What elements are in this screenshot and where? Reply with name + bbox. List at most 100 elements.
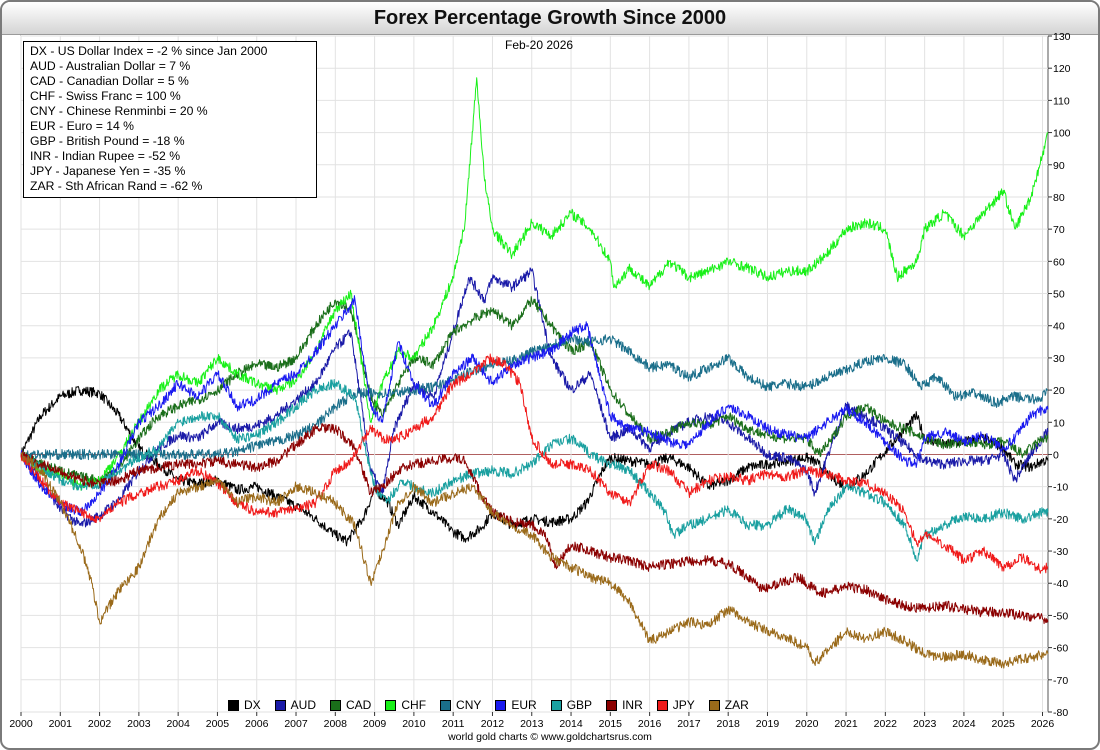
x-tick-label: 2015 bbox=[599, 718, 623, 730]
legend-item-jpy: JPY bbox=[656, 698, 695, 712]
legend-label: JPY bbox=[672, 698, 695, 712]
series-legend: DX AUD CAD CHF CNY EUR GBP INR JPY ZAR bbox=[228, 697, 763, 713]
legend-swatch bbox=[274, 699, 286, 711]
title-bar bbox=[2, 2, 1098, 35]
y-tick-label: 80 bbox=[1053, 192, 1065, 204]
x-tick-label: 2010 bbox=[402, 718, 426, 730]
x-tick-label: 2021 bbox=[834, 718, 858, 730]
x-tick-label: 2022 bbox=[874, 718, 898, 730]
y-tick-label: 40 bbox=[1053, 321, 1065, 333]
y-tick-label: 120 bbox=[1053, 63, 1071, 75]
x-tick-label: 2024 bbox=[952, 718, 976, 730]
legend-label: GBP bbox=[566, 698, 593, 712]
y-tick-label: 60 bbox=[1053, 256, 1065, 268]
y-tick-label: -80 bbox=[1053, 707, 1068, 719]
legend-swatch bbox=[440, 699, 452, 711]
legend-item-zar: ZAR bbox=[708, 698, 749, 712]
legend-line-jpy: JPY - Japanese Yen = -35 % bbox=[30, 164, 186, 178]
chart-title: Forex Percentage Growth Since 2000 bbox=[373, 7, 727, 29]
x-tick-label: 2023 bbox=[913, 718, 937, 730]
x-tick-label: 2008 bbox=[324, 718, 348, 730]
legend-label: EUR bbox=[511, 698, 537, 712]
series-line-zar bbox=[20, 452, 1049, 669]
legend-item-dx: DX bbox=[228, 698, 261, 712]
y-tick-label: -40 bbox=[1053, 578, 1068, 590]
series-line-cad bbox=[20, 296, 1049, 485]
legend-swatch bbox=[656, 699, 668, 711]
series-line-jpy bbox=[20, 353, 1049, 574]
legend-label: INR bbox=[622, 698, 643, 712]
y-tick-label: 0 bbox=[1053, 449, 1059, 461]
x-tick-label: 2002 bbox=[88, 718, 112, 730]
legend-item-gbp: GBP bbox=[550, 698, 593, 712]
legend-swatch bbox=[385, 699, 397, 711]
x-tick-label: 2011 bbox=[442, 718, 465, 730]
legend-label: CNY bbox=[456, 698, 482, 712]
series-line-cny bbox=[20, 334, 1049, 461]
legend-line-aud: AUD - Australian Dollar = 7 % bbox=[30, 59, 191, 73]
legend-label: ZAR bbox=[724, 698, 749, 712]
y-tick-label: 10 bbox=[1053, 417, 1065, 429]
legend-line-eur: EUR - Euro = 14 % bbox=[30, 119, 134, 133]
legend-swatch bbox=[228, 699, 239, 711]
x-tick-label: 2019 bbox=[756, 718, 780, 730]
legend-item-inr: INR bbox=[606, 698, 643, 712]
legend-swatch bbox=[708, 699, 720, 711]
legend-item-chf: CHF bbox=[385, 698, 426, 712]
x-tick-label: 2006 bbox=[245, 718, 269, 730]
legend-label: AUD bbox=[290, 698, 317, 712]
legend-label: DX bbox=[244, 698, 261, 712]
y-tick-label: -70 bbox=[1053, 675, 1068, 687]
legend-swatch bbox=[606, 699, 618, 711]
y-tick-label: -30 bbox=[1053, 546, 1068, 558]
y-tick-label: 30 bbox=[1053, 353, 1065, 365]
legend-item-eur: EUR bbox=[495, 698, 537, 712]
legend-item-cny: CNY bbox=[440, 698, 481, 712]
legend-line-chf: CHF - Swiss Franc = 100 % bbox=[30, 89, 181, 103]
series-line-gbp bbox=[20, 379, 1049, 562]
y-tick-label: 130 bbox=[1053, 31, 1071, 43]
y-tick-label: -20 bbox=[1053, 514, 1068, 526]
x-tick-label: 2025 bbox=[992, 718, 1016, 730]
y-tick-label: 70 bbox=[1053, 224, 1065, 236]
legend-item-aud: AUD bbox=[274, 698, 317, 712]
series-line-dx bbox=[20, 385, 1049, 547]
y-tick-label: 90 bbox=[1053, 160, 1065, 172]
y-tick-label: -60 bbox=[1053, 643, 1068, 655]
legend-line-dx: DX - US Dollar Index = -2 % since Jan 20… bbox=[30, 44, 268, 58]
x-tick-label: 2017 bbox=[677, 718, 701, 730]
legend-line-cad: CAD - Canadian Dollar = 5 % bbox=[30, 74, 189, 88]
x-tick-label: 2001 bbox=[49, 718, 73, 730]
series-line-eur bbox=[20, 295, 1049, 517]
legend-box: DX - US Dollar Index = -2 % since Jan 20… bbox=[23, 41, 317, 198]
legend-label: CAD bbox=[346, 698, 372, 712]
x-tick-label: 2016 bbox=[638, 718, 662, 730]
y-tick-label: -10 bbox=[1053, 482, 1068, 494]
x-tick-label: 2007 bbox=[284, 718, 308, 730]
legend-swatch bbox=[550, 699, 562, 711]
x-tick-label: 2009 bbox=[363, 718, 387, 730]
legend-line-cny: CNY - Chinese Renminbi = 20 % bbox=[30, 104, 208, 118]
legend-line-zar: ZAR - Sth African Rand = -62 % bbox=[30, 179, 203, 193]
axes: 1301201101009080706050403020100-10-20-30… bbox=[9, 31, 1070, 730]
y-tick-label: -50 bbox=[1053, 610, 1068, 622]
legend-line-inr: INR - Indian Rupee = -52 % bbox=[30, 149, 181, 163]
x-tick-label: 2012 bbox=[481, 718, 505, 730]
x-tick-label: 2014 bbox=[559, 718, 583, 730]
x-tick-label: 2020 bbox=[795, 718, 819, 730]
series-layer bbox=[20, 77, 1049, 669]
legend-item-cad: CAD bbox=[330, 698, 371, 712]
y-tick-label: 50 bbox=[1053, 289, 1065, 301]
series-line-chf bbox=[20, 77, 1049, 491]
date-label: Feb-20 2026 bbox=[505, 38, 574, 52]
x-tick-label: 2004 bbox=[166, 718, 190, 730]
legend-label: CHF bbox=[401, 698, 427, 712]
legend-line-gbp: GBP - British Pound = -18 % bbox=[30, 134, 185, 148]
legend-swatch bbox=[495, 699, 507, 711]
x-tick-label: 2018 bbox=[717, 718, 741, 730]
x-tick-label: 2026 bbox=[1031, 718, 1055, 730]
series-line-inr bbox=[20, 423, 1049, 625]
y-tick-label: 110 bbox=[1053, 95, 1070, 107]
x-tick-label: 2000 bbox=[9, 718, 33, 730]
